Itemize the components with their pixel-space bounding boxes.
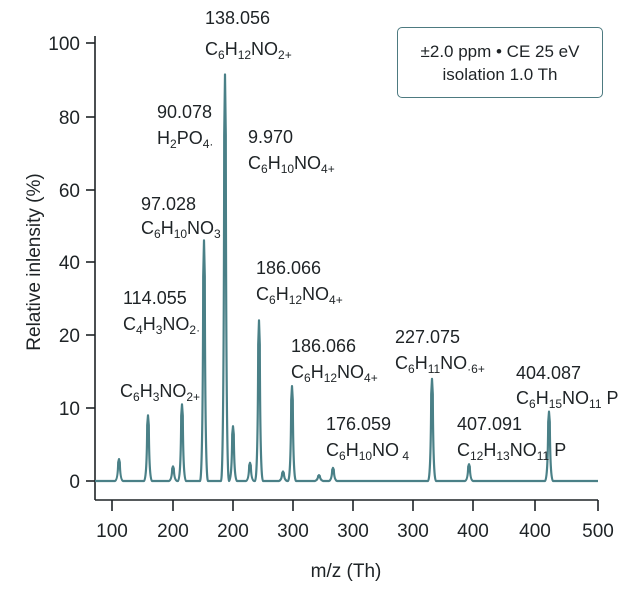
peak-annotation: 404.087 C6​H15​NO11​ P <box>516 363 619 411</box>
y-tick-label: 40 <box>59 253 80 274</box>
peak-annotation: 407.091 C12​H13​NO11​ P <box>457 414 566 463</box>
y-axis-ticks: 0 10 20 40 60 80 100 <box>48 34 95 493</box>
peak-formula-label: C6​H10​NO4+​ <box>248 153 335 176</box>
spectrum-trace <box>95 73 598 483</box>
axes <box>94 36 598 501</box>
x-tick-label: 200 <box>217 521 249 542</box>
peak-formula-label: C6​H10​NO 4​ <box>326 440 409 463</box>
isolation-width: isolation 1.0 Th <box>442 64 558 84</box>
y-tick-label: 0 <box>69 472 80 493</box>
x-axis-title: m/z (Th) <box>311 561 382 582</box>
peak-formula-label: C6​H3​NO2+​ <box>120 381 200 404</box>
peak-formula-label: C6​H12​NO4+​ <box>256 284 343 307</box>
peak-formula-label: C4​H3​NO2​·​ <box>123 314 200 337</box>
x-tick-label: 500 <box>582 521 614 542</box>
peak-annotation: 97.028 C6​H10​NO3​ <box>141 194 221 241</box>
x-tick-label: 300 <box>397 521 429 542</box>
peak-formula-label: C12​H13​NO11​ P <box>457 440 566 463</box>
y-tick-label: 20 <box>59 326 80 347</box>
peak-annotation: C6​H3​NO2+​ <box>120 381 200 404</box>
peak-mass-label: 404.087 <box>516 363 581 383</box>
peak-mass-label: 114.055 <box>123 288 187 308</box>
peak-annotation: 176.059 C6​H10​NO 4​ <box>326 414 409 463</box>
peak-mass-label: 9.970 <box>248 127 293 147</box>
peak-mass-label: 138.056 <box>205 8 270 28</box>
peak-mass-label: 97.028 <box>141 194 196 214</box>
peak-formula-label: C6​H12​NO2+​ <box>205 39 292 62</box>
x-tick-label: 400 <box>519 521 551 542</box>
peak-formula-label: H2​PO4​·​ <box>157 128 213 151</box>
peak-mass-label: 227.075 <box>395 327 460 347</box>
acquisition-parameters-box: ±2.0 ppm • CE 25 eV isolation 1.0 Th <box>397 27 603 98</box>
peak-formula-label: C6​H15​NO11​ P <box>516 388 619 411</box>
x-tick-label: 300 <box>277 521 309 542</box>
peak-mass-label: 186.066 <box>291 336 356 356</box>
peak-annotation: 90.078 H2​PO4​·​ <box>157 102 213 151</box>
peak-annotations: 138.056 C6​H12​NO2+​ 90.078 H2​PO4​·​ 9.970 C… <box>120 8 619 463</box>
y-axis-title: Relative inlensity (%) <box>24 173 45 350</box>
peak-annotation: 227.075 C6​H11​NO·6+​ <box>395 327 485 376</box>
peak-mass-label: 186.066 <box>256 258 321 278</box>
peak-annotation: 186.066 C6​H12​NO4+​ <box>256 258 343 307</box>
peak-annotation: 9.970 C6​H10​NO4+​ <box>248 127 335 176</box>
x-tick-label: 400 <box>457 521 489 542</box>
x-tick-label: 300 <box>337 521 369 542</box>
peak-mass-label: 90.078 <box>157 102 212 122</box>
y-tick-label: 100 <box>48 34 80 55</box>
x-tick-label: 200 <box>157 521 189 542</box>
peak-annotation: 114.055 C4​H3​NO2​·​ <box>123 288 200 337</box>
peak-formula-label: C6​H12​NO4+​ <box>291 362 378 385</box>
peak-annotation: 186.066 C6​H12​NO4+​ <box>291 336 378 385</box>
x-tick-label: 100 <box>96 521 128 542</box>
peak-mass-label: 176.059 <box>326 414 391 434</box>
y-tick-label: 80 <box>59 108 80 129</box>
x-axis-ticks: 100 200 200 300 300 300 400 400 500 <box>96 500 614 542</box>
tolerance-and-collision-energy: ±2.0 ppm • CE 25 eV <box>420 41 580 61</box>
peak-mass-label: 407.091 <box>457 414 522 434</box>
peak-formula-label: C6​H11​NO·6+​ <box>395 353 485 376</box>
peak-formula-label: C6​H10​NO3​ <box>141 218 221 241</box>
y-tick-label: 10 <box>59 399 80 420</box>
peak-annotation: 138.056 C6​H12​NO2+​ <box>205 8 292 62</box>
y-tick-label: 60 <box>59 181 80 202</box>
